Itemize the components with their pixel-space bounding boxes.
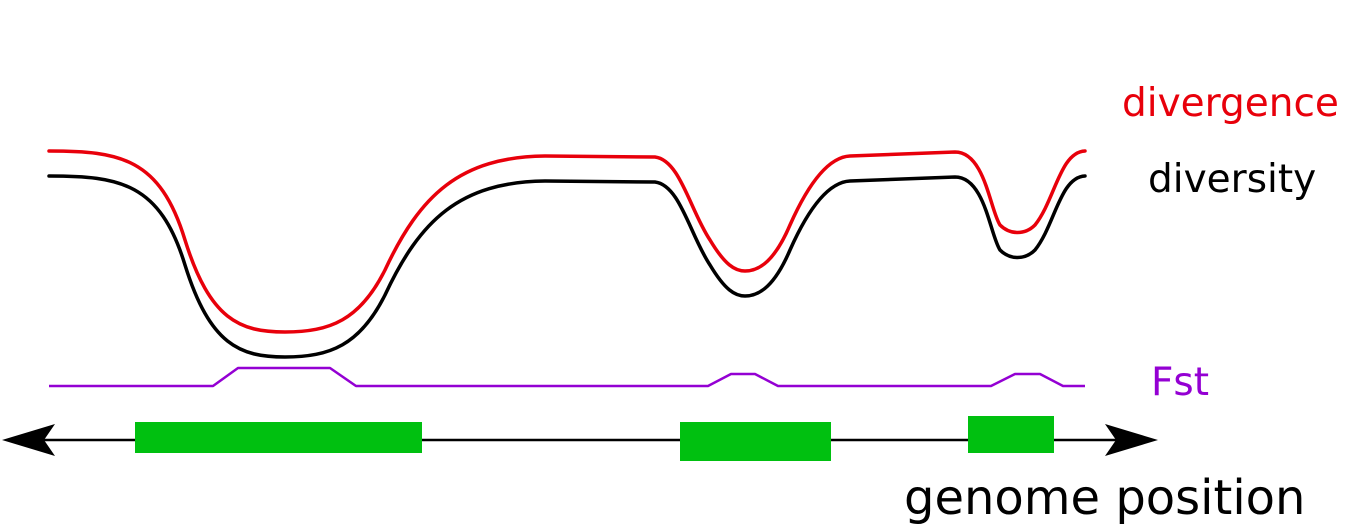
selected-region-2 (680, 422, 831, 461)
diversity-label: diversity (1148, 157, 1317, 202)
selected-region-3 (968, 416, 1054, 453)
axis-left-arrowhead (2, 424, 55, 456)
fst-label: Fst (1151, 360, 1210, 405)
diversity-curve (47, 174, 1087, 359)
divergence-curve (47, 149, 1087, 334)
fst-curve (49, 366, 1085, 388)
divergence-label: divergence (1122, 81, 1339, 126)
selected-region-1 (135, 422, 422, 453)
axis-right-arrowhead (1105, 424, 1158, 456)
genome-position-label: genome position (904, 470, 1306, 526)
